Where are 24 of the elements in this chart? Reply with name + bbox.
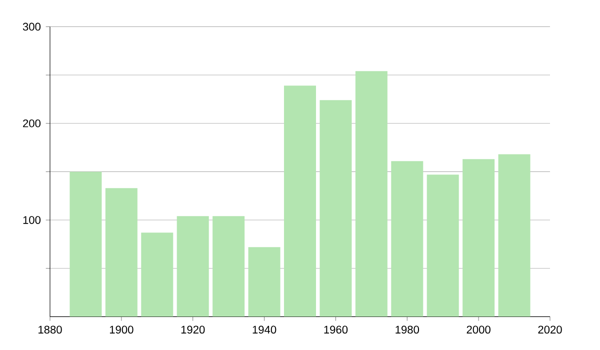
- bar: [212, 216, 245, 317]
- bar: [462, 159, 495, 317]
- bar: [70, 172, 102, 317]
- x-tick-label: 1980: [396, 326, 420, 334]
- bar: [391, 161, 424, 317]
- x-tick-label: 2000: [466, 326, 490, 334]
- x-tick-label: 2020: [538, 326, 562, 334]
- y-tick-label: 200: [23, 119, 41, 128]
- x-tick-label: 1920: [181, 326, 205, 334]
- y-tick-label: 100: [23, 216, 41, 224]
- x-tick-label: 1900: [110, 326, 134, 334]
- bar: [248, 247, 280, 317]
- y-tick-label: 300: [22, 22, 41, 31]
- bar: [105, 188, 138, 317]
- bar: [320, 100, 352, 317]
- x-tick-label: 1960: [324, 326, 348, 334]
- bar: [426, 174, 459, 317]
- bar: [355, 71, 388, 317]
- bar: [284, 86, 316, 317]
- bar: [176, 216, 209, 317]
- x-tick-label: 1880: [38, 326, 62, 334]
- bar: [498, 154, 530, 317]
- x-tick-label: 1940: [252, 326, 276, 334]
- bar: [141, 232, 174, 317]
